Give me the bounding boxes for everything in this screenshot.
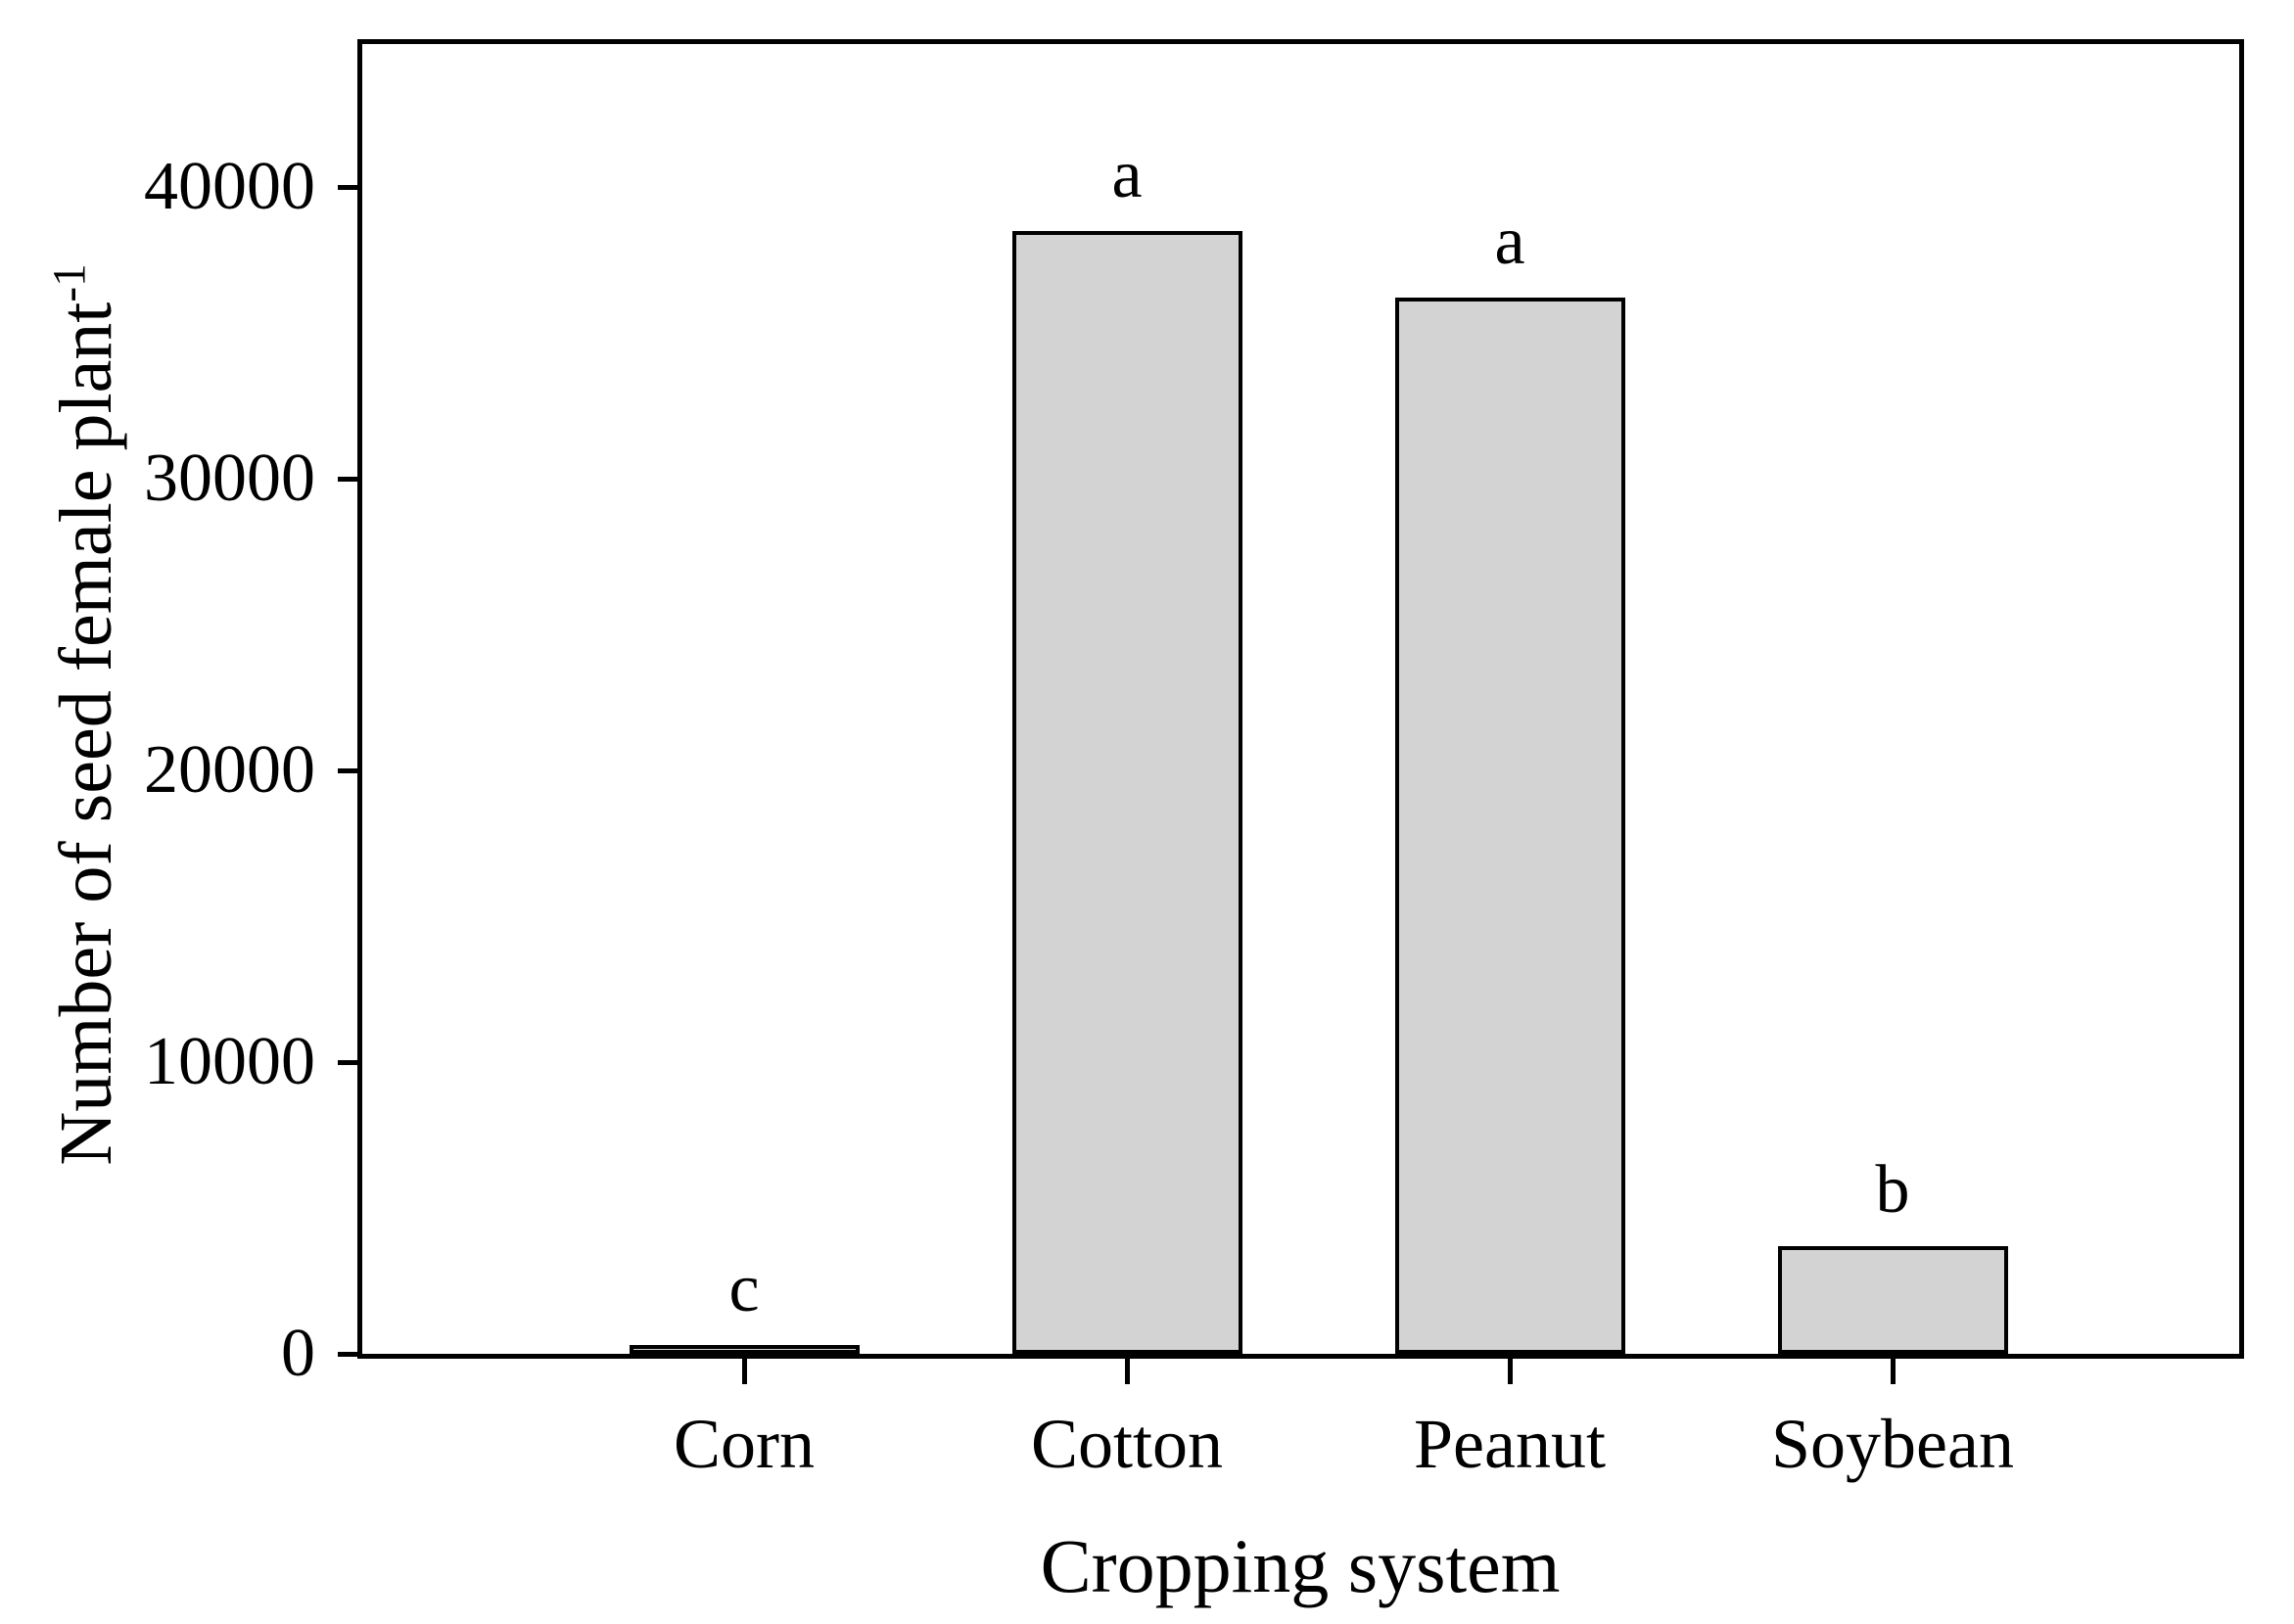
y-tick-label: 40000 (144, 149, 315, 224)
y-tick-label: 10000 (144, 1024, 315, 1099)
significance-letter-soybean: b (1875, 1151, 1910, 1228)
x-tick-label-soybean: Soybean (1771, 1405, 2014, 1483)
bar-soybean (1777, 1245, 2008, 1354)
x-axis-title: Cropping system (1040, 1523, 1561, 1608)
y-tick-label: 0 (281, 1316, 315, 1391)
y-axis-tick (338, 477, 361, 482)
y-axis-tick (338, 1352, 361, 1357)
y-axis-tick (338, 185, 361, 190)
y-tick-label: 20000 (144, 732, 315, 808)
y-tick-label: 30000 (144, 441, 315, 516)
plot-area (357, 39, 2244, 1359)
bar-peanut (1394, 298, 1625, 1354)
x-axis-tick (1891, 1359, 1896, 1384)
y-axis-tick (338, 768, 361, 773)
significance-letter-peanut: a (1494, 204, 1525, 280)
y-axis-title: Number of seed female plant-1 (39, 127, 133, 1302)
y-axis-title-superscript: -1 (44, 263, 96, 302)
bar-cotton (1011, 230, 1242, 1354)
x-tick-label-cotton: Cotton (1030, 1405, 1224, 1483)
x-tick-label-corn: Corn (674, 1405, 815, 1483)
x-axis-tick (742, 1359, 747, 1384)
x-axis-tick (1508, 1359, 1513, 1384)
x-tick-label-peanut: Peanut (1414, 1405, 1606, 1483)
bar-corn (629, 1345, 860, 1354)
significance-letter-cotton: a (1111, 136, 1143, 212)
x-axis-tick (1125, 1359, 1130, 1384)
y-axis-tick (338, 1060, 361, 1065)
significance-letter-corn: c (728, 1251, 760, 1327)
